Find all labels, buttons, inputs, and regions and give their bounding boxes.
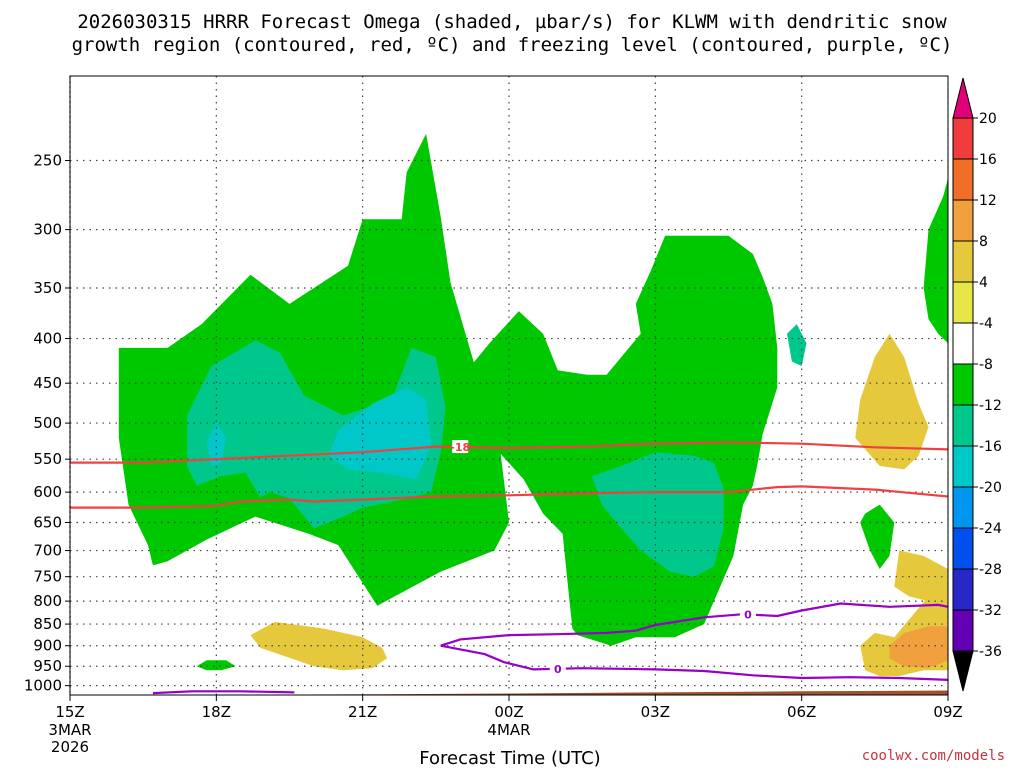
colorbar-segment	[952, 527, 974, 570]
y-tick-label: 850	[33, 615, 62, 633]
colorbar-label: 8	[979, 234, 988, 250]
chart-title-line-2: growth region (contoured, red, ºC) and f…	[72, 34, 953, 56]
x-tick-label: 06Z	[787, 703, 816, 721]
colorbar-label: -16	[979, 439, 1002, 455]
x-tick-sublabel: 4MAR	[487, 721, 530, 739]
x-tick-sublabel: 2026	[51, 738, 89, 756]
omega-region-4	[196, 660, 236, 671]
y-tick-label: 500	[33, 414, 62, 432]
freezing-level-contour-2-label: 0	[554, 663, 562, 676]
chart-title-line-1: 2026030315 HRRR Forecast Omega (shaded, …	[77, 11, 947, 33]
colorbar-label: 12	[979, 193, 997, 209]
x-tick-label: 03Z	[641, 703, 670, 721]
x-tick-label: 15Z	[55, 703, 84, 721]
freezing-level-contour-0	[152, 690, 295, 695]
omega-region-10	[855, 333, 929, 470]
y-tick-label: 1000	[24, 677, 62, 695]
colorbar-segment	[952, 363, 974, 406]
freezing-level-contour-1-label-bg	[740, 607, 757, 621]
omega-region-12	[894, 550, 948, 602]
y-tick-label: 650	[33, 513, 62, 531]
dgz-contour-0	[70, 441, 948, 464]
colorbar-label: -36	[979, 644, 1002, 660]
colorbar-segment	[952, 568, 974, 611]
plot-area: -18 0 0 250 300 350 400 450 500 550 600 650 700 750 80…	[24, 75, 963, 756]
omega-region-3	[860, 504, 895, 569]
dgz-contour-lower-0	[70, 485, 948, 509]
y-tick-label: 800	[33, 592, 62, 610]
y-tick-label: 900	[33, 637, 62, 655]
freezing-level-contour-2	[440, 644, 948, 681]
y-tick-label: 550	[33, 450, 62, 468]
colorbar-segment	[952, 240, 974, 283]
colorbar-segment	[952, 158, 974, 201]
y-tick-label: 300	[33, 221, 62, 239]
x-tick-label: 09Z	[933, 703, 962, 721]
colorbar-label: 4	[979, 275, 988, 291]
omega-region-0	[118, 133, 510, 606]
colorbar-top-arrow	[952, 77, 974, 119]
freezing-level-contour-2-label-bg	[549, 661, 566, 675]
colorbar-label: 16	[979, 152, 997, 168]
omega-region-6	[591, 452, 724, 577]
y-tick-label: 750	[33, 568, 62, 586]
colorbar-segment	[952, 117, 974, 160]
omega-region-5	[187, 340, 446, 529]
credit-text: coolwx.com/models	[862, 748, 1005, 764]
colorbar-label: -24	[979, 521, 1002, 537]
x-tick-sublabel: 3MAR	[48, 721, 91, 739]
y-tick-label: 700	[33, 542, 62, 560]
colorbar: 20 16 12 8 4 -4 -8 -12 -16 -20 -24 -28 -32 -36	[952, 77, 1002, 692]
colorbar-segment	[952, 322, 974, 365]
plot-inner: -18 0 0	[70, 76, 948, 695]
dgz-contour-0-label-bg	[452, 440, 469, 454]
y-tick-label: 600	[33, 483, 62, 501]
colorbar-label: -12	[979, 398, 1002, 414]
colorbar-label: 20	[979, 111, 997, 127]
x-axis-label: Forecast Time (UTC)	[419, 748, 600, 768]
x-tick-label: 21Z	[348, 703, 377, 721]
colorbar-segment	[952, 199, 974, 242]
dgz-contour-0-label: -18	[450, 441, 470, 454]
colorbar-segment	[952, 609, 974, 652]
y-tick-label: 250	[33, 152, 62, 170]
omega-region-8	[328, 387, 431, 480]
y-tick-label: 950	[33, 657, 62, 675]
omega-region-2	[923, 178, 948, 344]
colorbar-label: -4	[979, 316, 993, 332]
colorbar-label: -32	[979, 603, 1002, 619]
colorbar-label: -20	[979, 480, 1002, 496]
y-tick-label: 450	[33, 374, 62, 392]
y-tick-label: 350	[33, 279, 62, 297]
omega-region-14	[889, 626, 948, 669]
omega-region-1	[460, 235, 778, 646]
freezing-level-contour-1	[440, 602, 948, 647]
colorbar-label: -28	[979, 562, 1002, 578]
colorbar-segment	[952, 445, 974, 488]
terrain-fill	[70, 690, 948, 695]
omega-region-7	[787, 324, 807, 366]
freezing-level-contour-1-label: 0	[744, 608, 752, 621]
colorbar-bottom-arrow	[952, 650, 974, 692]
x-tick-label: 18Z	[202, 703, 231, 721]
omega-region-13	[250, 621, 388, 671]
y-tick-label: 400	[33, 330, 62, 348]
omega-region-9	[206, 423, 227, 466]
colorbar-segment	[952, 281, 974, 324]
x-tick-label: 00Z	[494, 703, 523, 721]
colorbar-label: -8	[979, 357, 993, 373]
colorbar-segment	[952, 486, 974, 529]
colorbar-segment	[952, 404, 974, 447]
